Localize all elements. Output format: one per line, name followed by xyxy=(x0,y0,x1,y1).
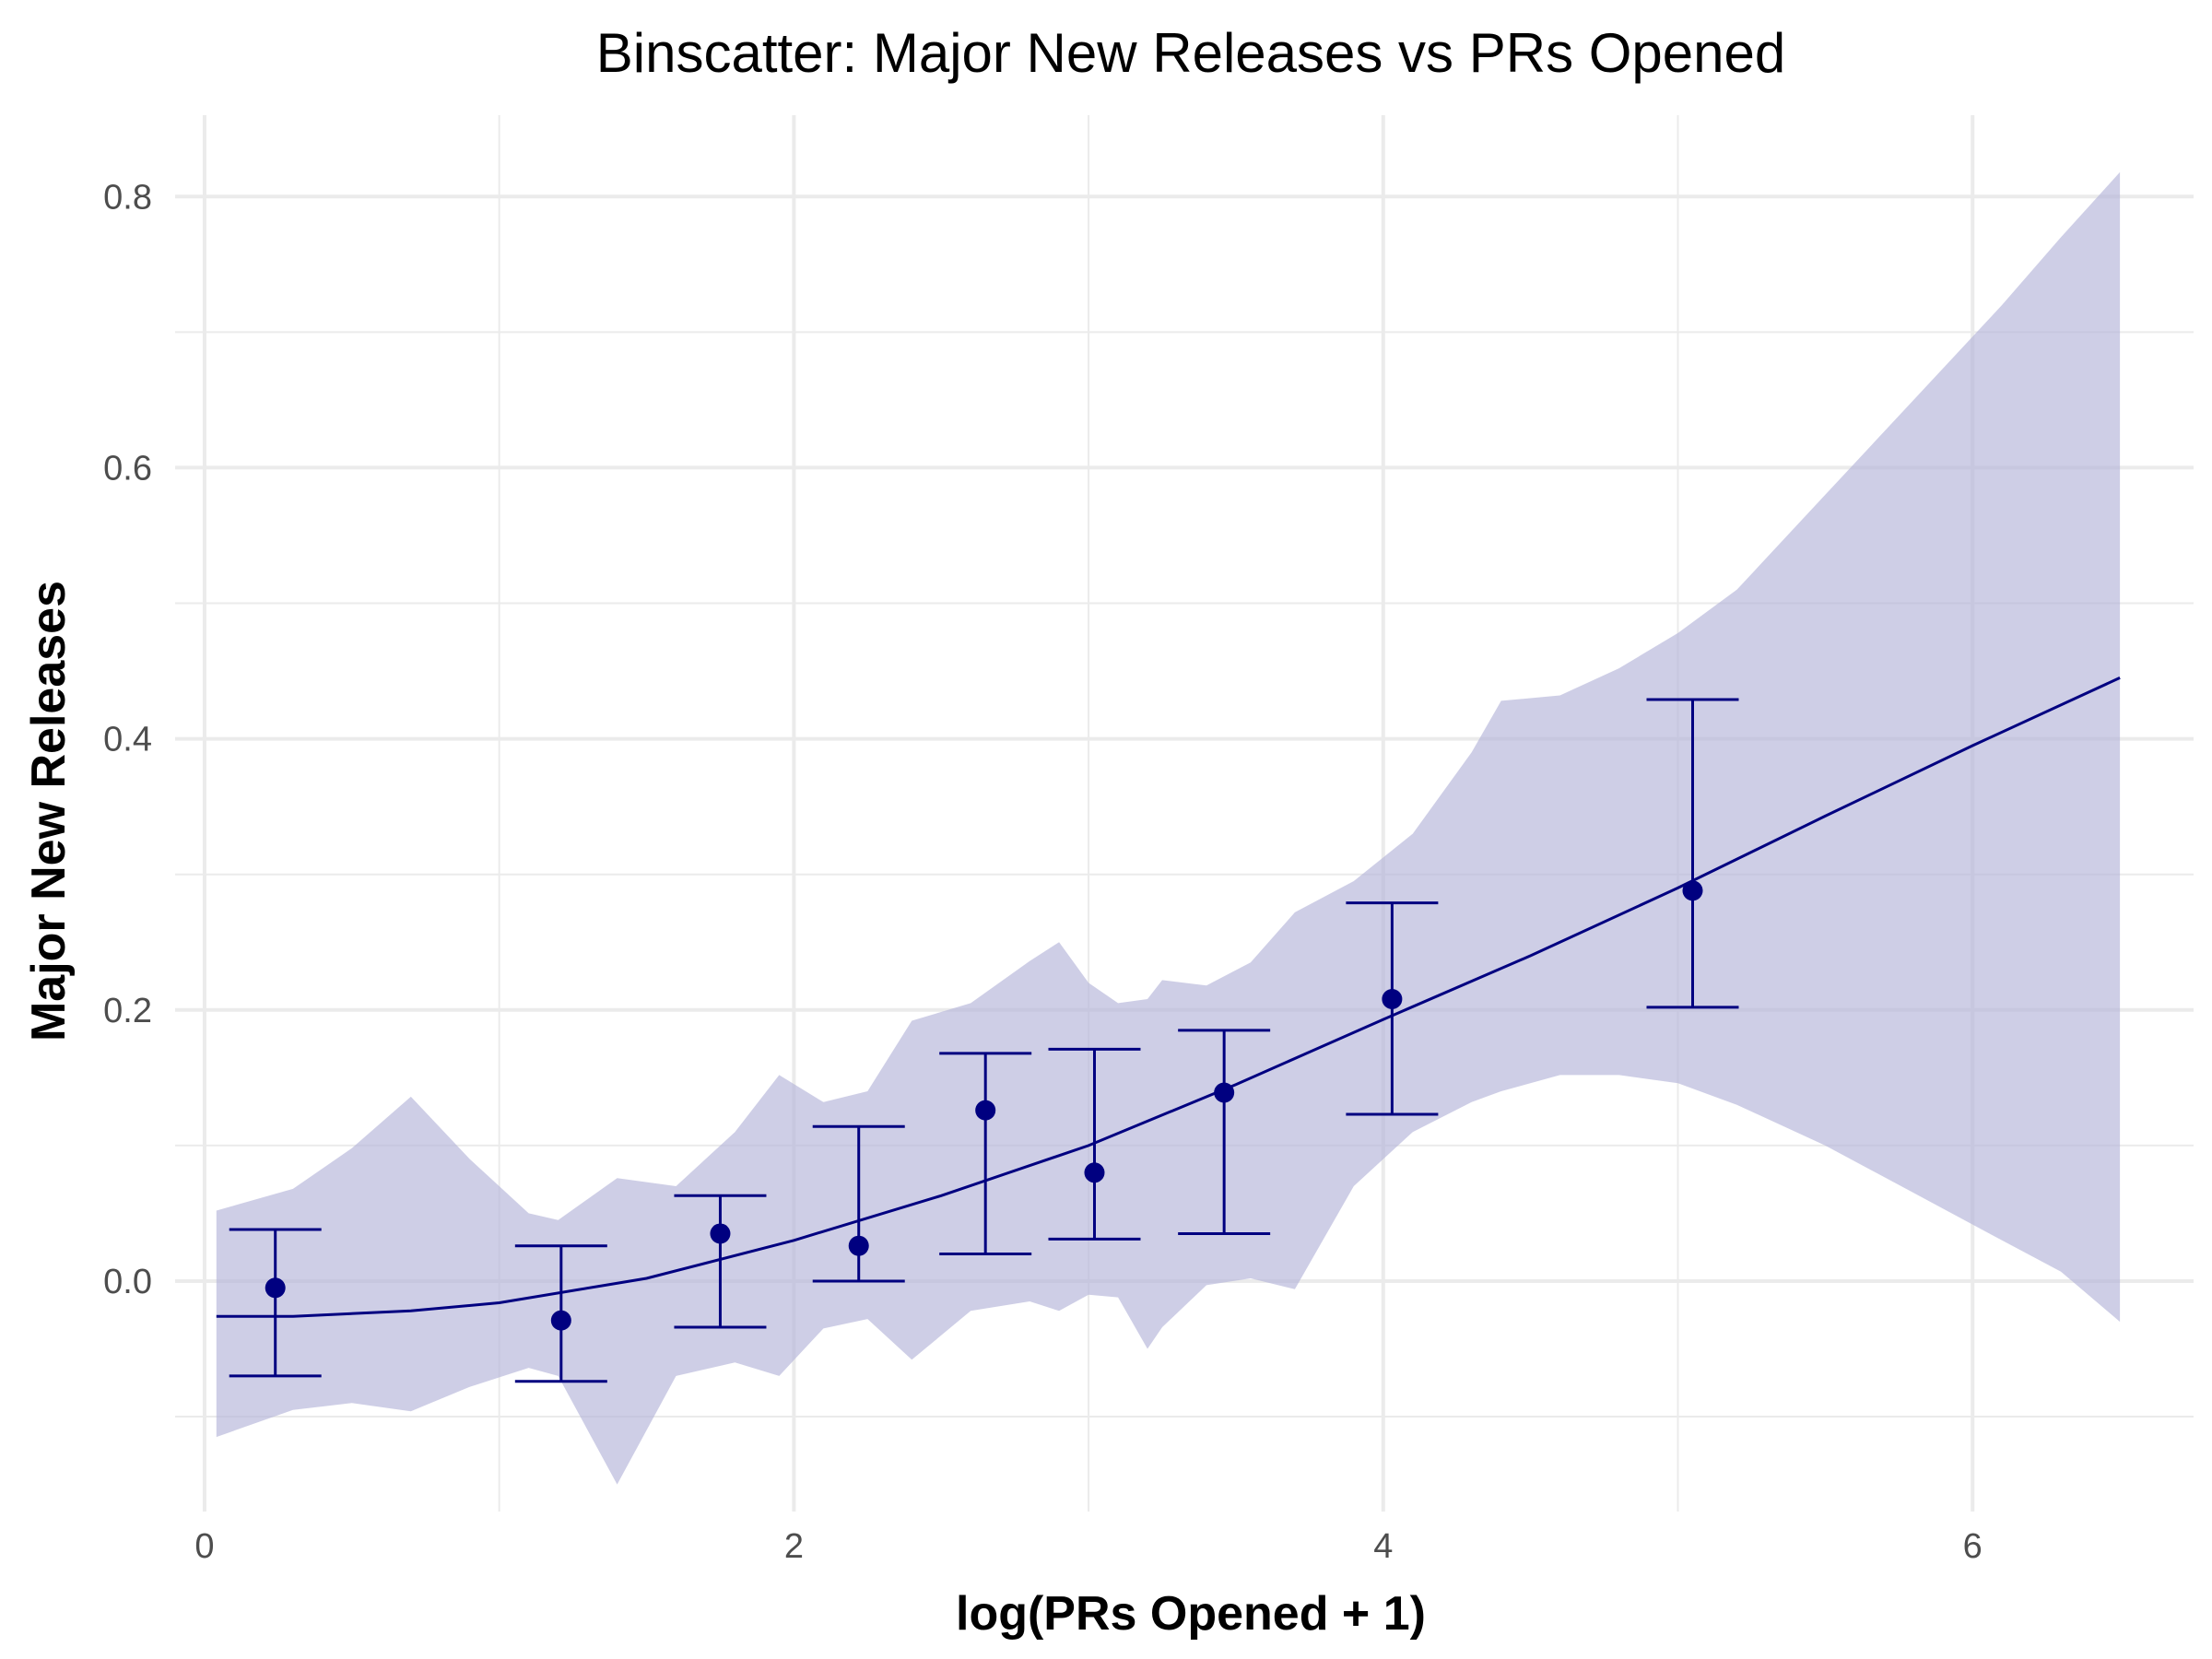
bin-point xyxy=(1682,880,1703,901)
error-bar xyxy=(1048,1047,1141,1241)
chart-title: Binscatter: Major New Releases vs PRs Op… xyxy=(596,22,1786,84)
confidence-band-layer xyxy=(216,171,2121,1485)
error-bars xyxy=(229,698,1739,1383)
bin-point xyxy=(848,1235,869,1256)
fit-line-layer xyxy=(216,677,2121,1318)
bin-point xyxy=(975,1100,996,1121)
y-tick-label: 0.2 xyxy=(103,992,152,1030)
x-axis-title: log(PRs Opened + 1) xyxy=(956,1587,1426,1641)
confidence-band xyxy=(216,171,2121,1485)
y-tick-label: 0.8 xyxy=(103,178,152,217)
fit-line xyxy=(216,677,2121,1318)
x-tick-labels: 0 2 4 6 xyxy=(194,1527,1982,1566)
error-bar xyxy=(674,1194,767,1329)
y-tick-labels: 0.0 0.2 0.4 0.6 0.8 xyxy=(103,178,152,1301)
error-bar xyxy=(229,1228,322,1378)
bin-point xyxy=(265,1277,286,1299)
y-axis-title: Major New Releases xyxy=(22,581,76,1041)
error-bar xyxy=(1646,698,1739,1009)
error-bar xyxy=(939,1052,1032,1256)
bin-point xyxy=(1214,1082,1235,1103)
y-tick-label: 0.0 xyxy=(103,1263,152,1301)
bin-point xyxy=(1084,1162,1105,1183)
bin-point xyxy=(1382,989,1403,1010)
x-tick-label: 2 xyxy=(784,1527,804,1566)
bin-point xyxy=(550,1310,571,1331)
y-tick-label: 0.6 xyxy=(103,449,152,488)
bin-points xyxy=(265,880,1703,1331)
error-bar xyxy=(1178,1029,1271,1235)
x-tick-label: 6 xyxy=(1963,1527,1983,1566)
x-tick-label: 0 xyxy=(194,1527,214,1566)
x-tick-label: 4 xyxy=(1373,1527,1393,1566)
bin-point xyxy=(710,1223,731,1244)
y-tick-label: 0.4 xyxy=(103,721,152,759)
